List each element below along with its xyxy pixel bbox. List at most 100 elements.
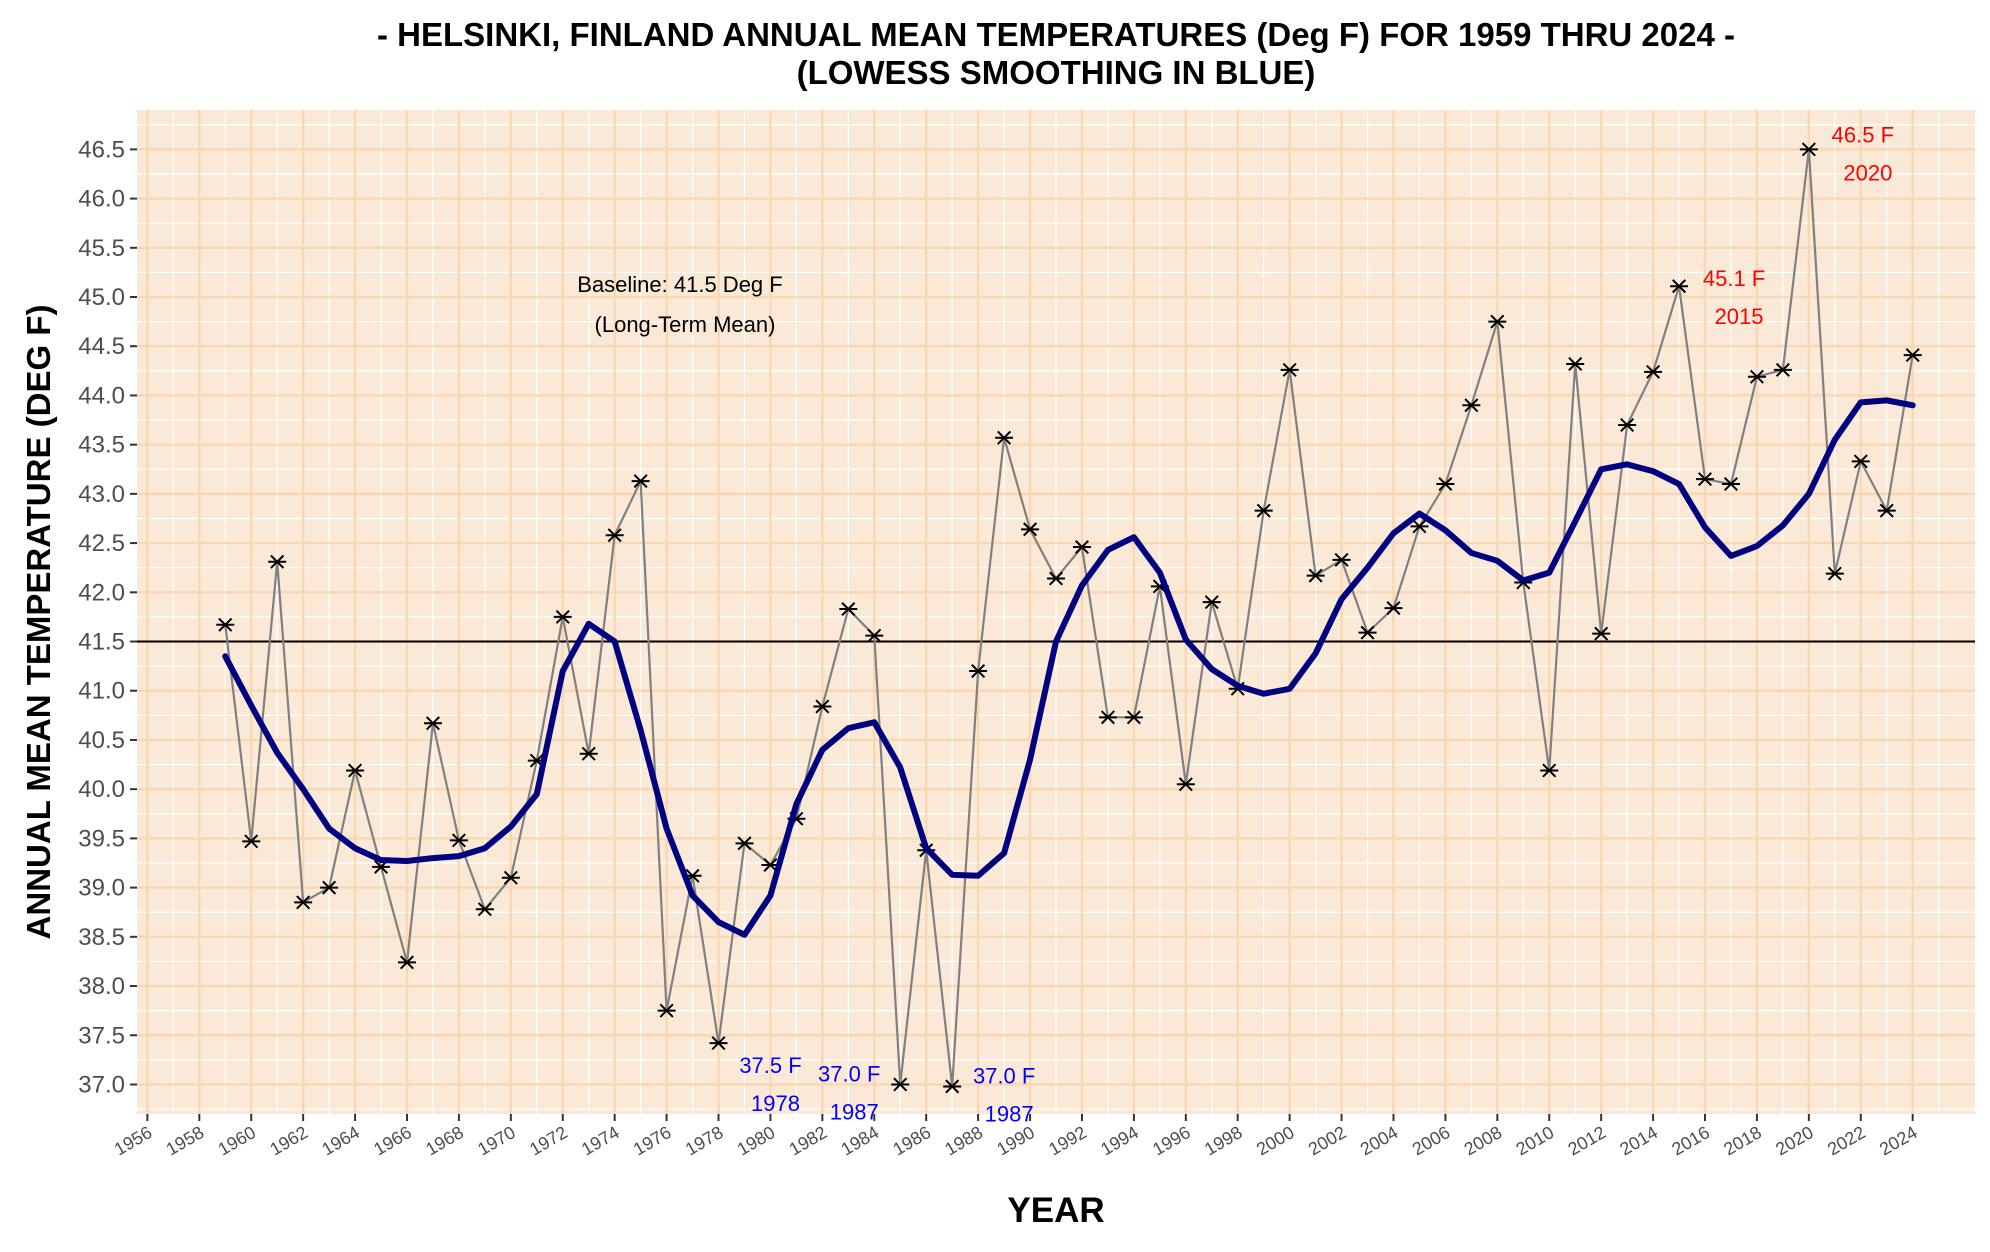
y-tick-label: 46.0 <box>78 186 125 213</box>
data-point-marker <box>605 528 624 543</box>
x-tick-label: 2014 <box>1616 1122 1661 1159</box>
x-tick-label: 1996 <box>1149 1122 1194 1159</box>
x-tick-label: 2022 <box>1824 1122 1869 1159</box>
observed-series <box>216 142 1922 1094</box>
data-point-marker <box>1332 552 1351 567</box>
annotation-year: 1978 <box>751 1091 800 1116</box>
data-point-marker <box>1540 763 1559 778</box>
x-tick-label: 1956 <box>111 1122 156 1159</box>
data-point-marker <box>943 1079 962 1094</box>
data-point-marker <box>1072 540 1091 555</box>
x-tick-label: 1986 <box>890 1122 935 1159</box>
x-tick-label: 2020 <box>1772 1122 1817 1159</box>
data-point-marker <box>1410 519 1429 534</box>
data-point-marker <box>735 836 754 851</box>
x-tick-label: 2004 <box>1357 1122 1402 1159</box>
x-tick-label: 1962 <box>266 1122 311 1159</box>
y-axis: 37.0 37.5 38.0 38.5 39.0 39.5 40.0 40.5 41.0 41.5… <box>78 136 137 1098</box>
data-point-marker <box>1799 142 1818 157</box>
y-tick-label: 42.5 <box>78 530 125 557</box>
data-point-marker <box>1851 454 1870 469</box>
x-tick-label: 1964 <box>318 1122 363 1159</box>
data-point-marker <box>397 955 416 970</box>
y-tick-label: 44.0 <box>78 382 125 409</box>
y-tick-label: 41.0 <box>78 678 125 705</box>
x-tick-label: 2016 <box>1668 1122 1713 1159</box>
data-point-marker <box>657 1003 676 1018</box>
data-point-marker <box>891 1077 910 1092</box>
chart-title: - HELSINKI, FINLAND ANNUAL MEAN TEMPERAT… <box>377 16 1735 53</box>
data-point-marker <box>1644 364 1663 379</box>
x-tick-label: 1974 <box>578 1122 623 1159</box>
x-tick-label: 1972 <box>526 1122 571 1159</box>
data-point-marker <box>1384 601 1403 616</box>
data-point-marker <box>1488 314 1507 329</box>
x-tick-label: 1958 <box>163 1122 208 1159</box>
annotation-value: 37.0 F <box>818 1061 880 1086</box>
annotations: 37.5 F 1978 37.0 F 1987 37.0 F 1987 45.1 F 2015… <box>739 122 1894 1126</box>
data-point-marker <box>449 833 468 848</box>
data-point-marker <box>294 895 313 910</box>
x-tick-label: 1982 <box>786 1122 831 1159</box>
major-gridlines <box>137 110 1975 1114</box>
data-point-marker <box>1280 362 1299 377</box>
x-tick-label: 1976 <box>630 1122 675 1159</box>
data-point-marker <box>553 609 572 624</box>
data-point-marker <box>1202 595 1221 610</box>
x-tick-label: 1960 <box>215 1122 260 1159</box>
data-point-marker <box>1592 626 1611 641</box>
x-tick-label: 2010 <box>1513 1122 1558 1159</box>
data-point-marker <box>631 474 650 489</box>
data-point-marker <box>1021 522 1040 537</box>
data-point-marker <box>995 430 1014 445</box>
x-tick-label: 1998 <box>1201 1122 1246 1159</box>
data-point-marker <box>1462 398 1481 413</box>
data-point-marker <box>1696 472 1715 487</box>
chart-subtitle: (LOWESS SMOOTHING IN BLUE) <box>797 54 1316 91</box>
data-point-marker <box>501 870 520 885</box>
y-tick-label: 44.5 <box>78 333 125 360</box>
annotation-year: 1987 <box>830 1099 879 1124</box>
x-axis-title: YEAR <box>1007 1191 1104 1230</box>
data-point-marker <box>839 602 858 617</box>
x-tick-label: 1966 <box>370 1122 415 1159</box>
y-tick-label: 45.5 <box>78 235 125 262</box>
data-point-marker <box>346 763 365 778</box>
x-tick-label: 1978 <box>682 1122 727 1159</box>
y-tick-label: 43.5 <box>78 432 125 459</box>
data-point-marker <box>242 834 261 849</box>
data-point-marker <box>1721 477 1740 492</box>
x-tick-label: 1970 <box>474 1122 519 1159</box>
annotation-value: 37.5 F <box>739 1053 801 1078</box>
y-tick-label: 38.0 <box>78 973 125 1000</box>
lowess-line <box>222 397 1916 938</box>
baseline-sublabel: (Long-Term Mean) <box>595 312 776 337</box>
annotation-value: 46.5 F <box>1832 122 1894 147</box>
y-tick-label: 40.0 <box>78 776 125 803</box>
x-tick-label: 2024 <box>1876 1122 1921 1159</box>
data-point-marker <box>1306 568 1325 583</box>
data-point-marker <box>1047 571 1065 586</box>
x-tick-label: 2012 <box>1564 1122 1609 1159</box>
data-point-marker <box>969 664 988 679</box>
data-point-marker <box>1124 710 1143 725</box>
data-point-marker <box>268 554 287 569</box>
y-tick-label: 38.5 <box>78 924 125 951</box>
data-point-marker <box>709 1036 728 1051</box>
x-tick-label: 2002 <box>1305 1122 1350 1159</box>
x-tick-label: 1984 <box>838 1122 883 1159</box>
y-tick-label: 40.5 <box>78 727 125 754</box>
data-point-marker <box>865 628 884 643</box>
y-tick-label: 45.0 <box>78 284 125 311</box>
data-point-marker <box>475 902 494 917</box>
data-point-marker <box>1176 777 1195 792</box>
y-tick-label: 37.0 <box>78 1071 125 1098</box>
y-tick-label: 43.0 <box>78 481 125 508</box>
data-point-marker <box>1903 348 1922 363</box>
x-tick-label: 2000 <box>1253 1122 1298 1159</box>
data-point-marker <box>1618 417 1637 432</box>
x-tick-label: 2018 <box>1720 1122 1765 1159</box>
data-point-marker <box>1098 710 1117 725</box>
x-tick-label: 1994 <box>1097 1122 1142 1159</box>
x-tick-label: 1992 <box>1045 1122 1090 1159</box>
